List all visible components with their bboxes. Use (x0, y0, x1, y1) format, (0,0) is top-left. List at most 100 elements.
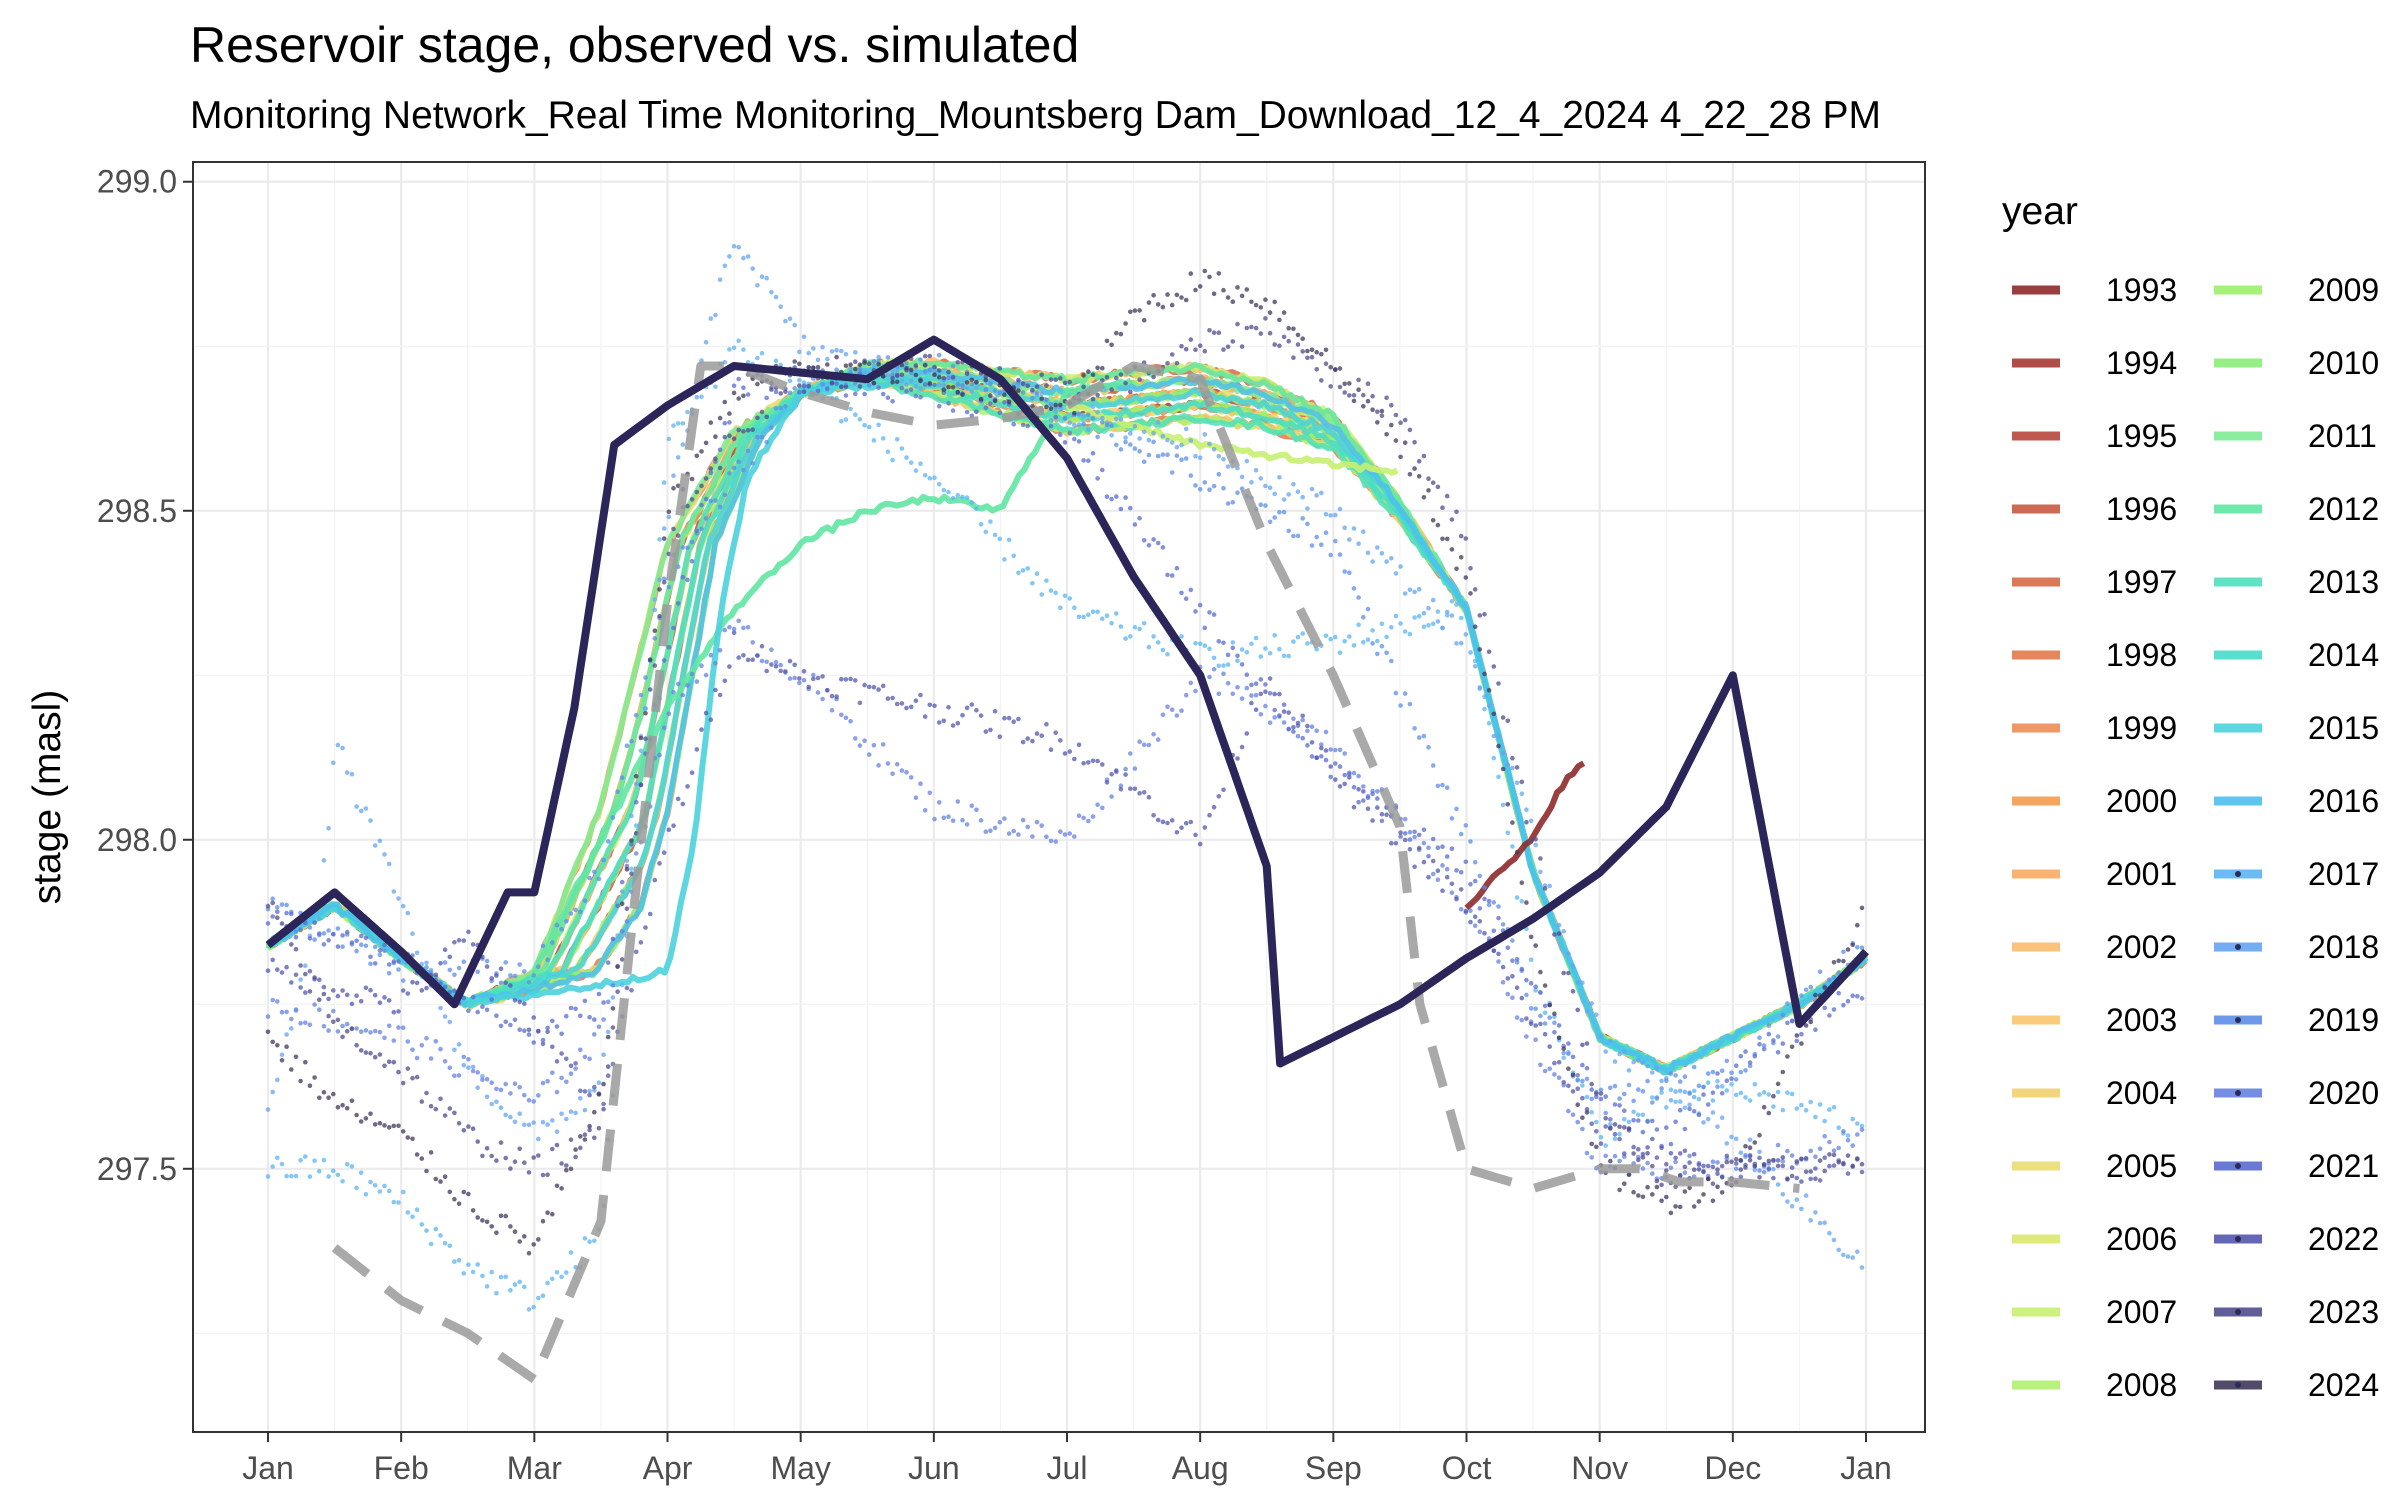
data-point (1193, 287, 1198, 293)
data-point (1505, 802, 1511, 807)
data-point (1691, 1204, 1697, 1209)
data-point (377, 1000, 383, 1005)
data-point (908, 367, 914, 373)
data-point (1053, 377, 1058, 383)
data-point (1677, 1099, 1683, 1104)
data-point (1281, 509, 1287, 515)
data-point (1193, 832, 1198, 838)
data-point (1696, 1083, 1702, 1089)
data-point (1855, 1132, 1860, 1137)
data-point (1626, 1082, 1632, 1088)
data-point (1463, 859, 1469, 865)
data-point (778, 304, 783, 310)
data-point (1277, 343, 1282, 349)
data-point (1603, 1110, 1608, 1116)
data-point (1337, 552, 1343, 557)
data-point (1141, 742, 1147, 748)
data-point (1258, 331, 1264, 336)
data-point (480, 1004, 485, 1010)
data-point (619, 879, 625, 885)
data-point (1556, 1075, 1562, 1080)
legend-label: 2024 (2308, 1367, 2379, 1403)
data-point (1799, 1179, 1804, 1184)
data-point (1267, 651, 1273, 656)
data-point (540, 1293, 546, 1298)
data-point (1794, 1197, 1800, 1202)
data-point (713, 384, 718, 390)
data-point (1393, 690, 1399, 696)
data-point (1062, 751, 1068, 756)
data-point (498, 1023, 504, 1029)
data-point (312, 937, 317, 942)
data-point (1062, 416, 1068, 421)
data-point (354, 993, 359, 998)
data-point (1034, 731, 1040, 736)
data-point (1519, 791, 1525, 796)
data-point (289, 942, 294, 947)
data-point (554, 1059, 560, 1064)
data-point (978, 521, 984, 527)
data-point (1761, 1161, 1767, 1167)
data-point (1477, 686, 1483, 691)
data-point (1225, 295, 1231, 300)
data-point (1561, 970, 1566, 976)
data-point (1412, 439, 1417, 445)
data-point (857, 362, 863, 368)
data-point (1589, 1096, 1594, 1102)
data-point (1538, 1013, 1543, 1019)
data-point (456, 965, 462, 971)
legend-item-1998: 1998 (2012, 637, 2177, 673)
data-point (1291, 355, 1296, 361)
legend-item-2008: 2008 (2012, 1367, 2177, 1403)
data-point (1393, 571, 1399, 576)
data-point (1705, 1071, 1711, 1076)
data-point (1640, 1194, 1646, 1200)
data-point (890, 399, 895, 404)
data-point (1719, 1068, 1725, 1074)
data-point (1347, 775, 1352, 780)
data-point (391, 1059, 397, 1065)
data-point (1752, 1082, 1758, 1087)
data-point (1202, 625, 1208, 631)
data-point (307, 989, 313, 994)
legend-label: 1996 (2106, 491, 2177, 527)
data-point (750, 461, 755, 466)
data-point (1710, 1090, 1716, 1095)
data-point (1421, 733, 1427, 739)
data-point (1482, 671, 1487, 677)
data-point (368, 961, 373, 967)
data-point (605, 1064, 611, 1069)
data-point (1333, 777, 1338, 782)
data-point (466, 1191, 471, 1197)
data-point (769, 289, 774, 295)
data-point (713, 687, 718, 693)
data-point (1468, 919, 1473, 925)
data-point (848, 676, 853, 682)
data-point (559, 1031, 564, 1037)
data-point (326, 825, 331, 831)
data-point (400, 1025, 406, 1030)
data-point (1468, 624, 1473, 630)
data-point (1813, 992, 1818, 998)
data-point (1491, 900, 1497, 905)
data-point (1067, 749, 1072, 754)
data-point (554, 922, 560, 928)
data-point (279, 1161, 285, 1167)
data-point (1733, 1063, 1739, 1068)
data-point (853, 736, 858, 741)
data-point (1239, 647, 1245, 652)
data-point (1253, 681, 1259, 686)
data-point (1561, 929, 1566, 934)
data-point (1519, 995, 1525, 1001)
data-point (1407, 587, 1413, 592)
data-point (442, 1059, 448, 1064)
data-point (372, 1028, 378, 1034)
data-point (1533, 984, 1538, 989)
data-point (629, 813, 634, 819)
data-point (419, 1222, 425, 1227)
data-point (410, 1047, 415, 1052)
data-point (633, 851, 639, 856)
data-point (1645, 1078, 1650, 1084)
data-point (904, 366, 909, 371)
data-point (1141, 459, 1147, 465)
